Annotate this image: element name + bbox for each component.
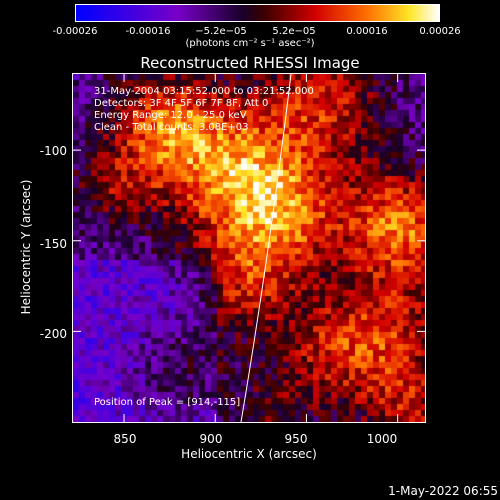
y-axis-label: Heliocentric Y (arcsec) [19, 179, 33, 315]
chart-title: Reconstructed RHESSI Image [140, 54, 360, 72]
info-detectors: Detectors: 3F 4F 5F 6F 7F 8F, Att 0 [94, 98, 269, 109]
colorbar-tick-label: 5.2e−05 [272, 26, 316, 37]
colorbar [75, 4, 440, 22]
colorbar-tick-label: 0.00016 [346, 26, 388, 37]
axis-ticks [73, 74, 425, 422]
x-tick-label: 850 [113, 432, 137, 446]
heatmap-image [73, 74, 425, 422]
colorbar-tick-label: -0.00016 [125, 26, 171, 37]
info-clean-counts: Clean - Total counts: 3.08E+03 [94, 122, 249, 133]
solar-limb-line [240, 73, 292, 423]
x-tick-label: 950 [284, 432, 308, 446]
timestamp: 1-May-2022 06:55 [388, 484, 498, 498]
x-tick-label: 1000 [366, 432, 398, 446]
y-tick-label: -100 [39, 144, 67, 158]
y-tick-label: -150 [39, 237, 67, 251]
colorbar-tick-label: 0.00026 [419, 26, 461, 37]
x-axis-label: Heliocentric X (arcsec) [181, 447, 317, 461]
x-tick-label: 900 [199, 432, 223, 446]
info-energy-range: Energy Range: 12.0 - 25.0 keV [94, 110, 247, 121]
y-tick-label: -200 [39, 327, 67, 341]
info-time-range: 31-May-2004 03:15:52.000 to 03:21:52.000 [94, 86, 314, 97]
colorbar-units: (photons cm⁻² s⁻¹ asec⁻²) [185, 38, 315, 49]
colorbar-tick-label: -0.00026 [52, 26, 98, 37]
plot-frame [72, 73, 426, 423]
colorbar-tick-label: −5.2e−05 [195, 26, 247, 37]
peak-position-text: Position of Peak = [914,-115] [94, 397, 241, 408]
